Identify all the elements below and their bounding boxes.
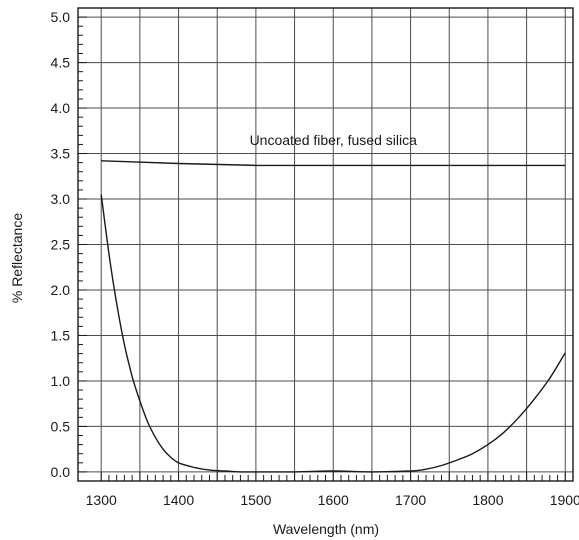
y-axis-title: % Reflectance xyxy=(9,213,25,303)
series-line-1 xyxy=(100,194,566,473)
series-line-0 xyxy=(101,160,566,167)
x-tick-label: 1800 xyxy=(472,492,503,508)
y-tick-label: 5.0 xyxy=(51,9,71,25)
plot-frame xyxy=(77,7,574,482)
x-axis-title: Wavelength (nm) xyxy=(273,521,379,537)
y-tick-label: 2.0 xyxy=(51,282,71,298)
y-tick-label: 0.0 xyxy=(51,464,71,480)
y-tick-label: 1.5 xyxy=(51,327,71,343)
y-tick-labels: 0.0 0.5 1.0 1.5 2.0 2.5 3.0 3.5 4.0 4.5 5.0 xyxy=(51,9,71,480)
grid xyxy=(78,8,573,481)
y-tick-label: 0.5 xyxy=(51,418,71,434)
x-tick-label: 1900 xyxy=(550,492,579,508)
y-tick-label: 2.5 xyxy=(51,237,71,253)
x-tick-label: 1500 xyxy=(240,492,271,508)
x-tick-label: 1300 xyxy=(86,492,117,508)
y-tick-label: 4.0 xyxy=(51,100,71,116)
minor-ticks xyxy=(78,16,566,481)
x-tick-label: 1600 xyxy=(318,492,349,508)
y-tick-label: 1.0 xyxy=(51,373,71,389)
y-tick-label: 3.5 xyxy=(51,146,71,162)
series-group xyxy=(100,160,566,473)
x-tick-labels: 1300 1400 1500 1600 1700 1800 1900 xyxy=(86,492,579,508)
y-tick-label: 3.0 xyxy=(51,191,71,207)
annotation-label: Uncoated fiber, fused silica xyxy=(250,132,418,148)
x-tick-label: 1400 xyxy=(163,492,194,508)
x-tick-label: 1700 xyxy=(395,492,426,508)
y-tick-label: 4.5 xyxy=(51,55,71,71)
